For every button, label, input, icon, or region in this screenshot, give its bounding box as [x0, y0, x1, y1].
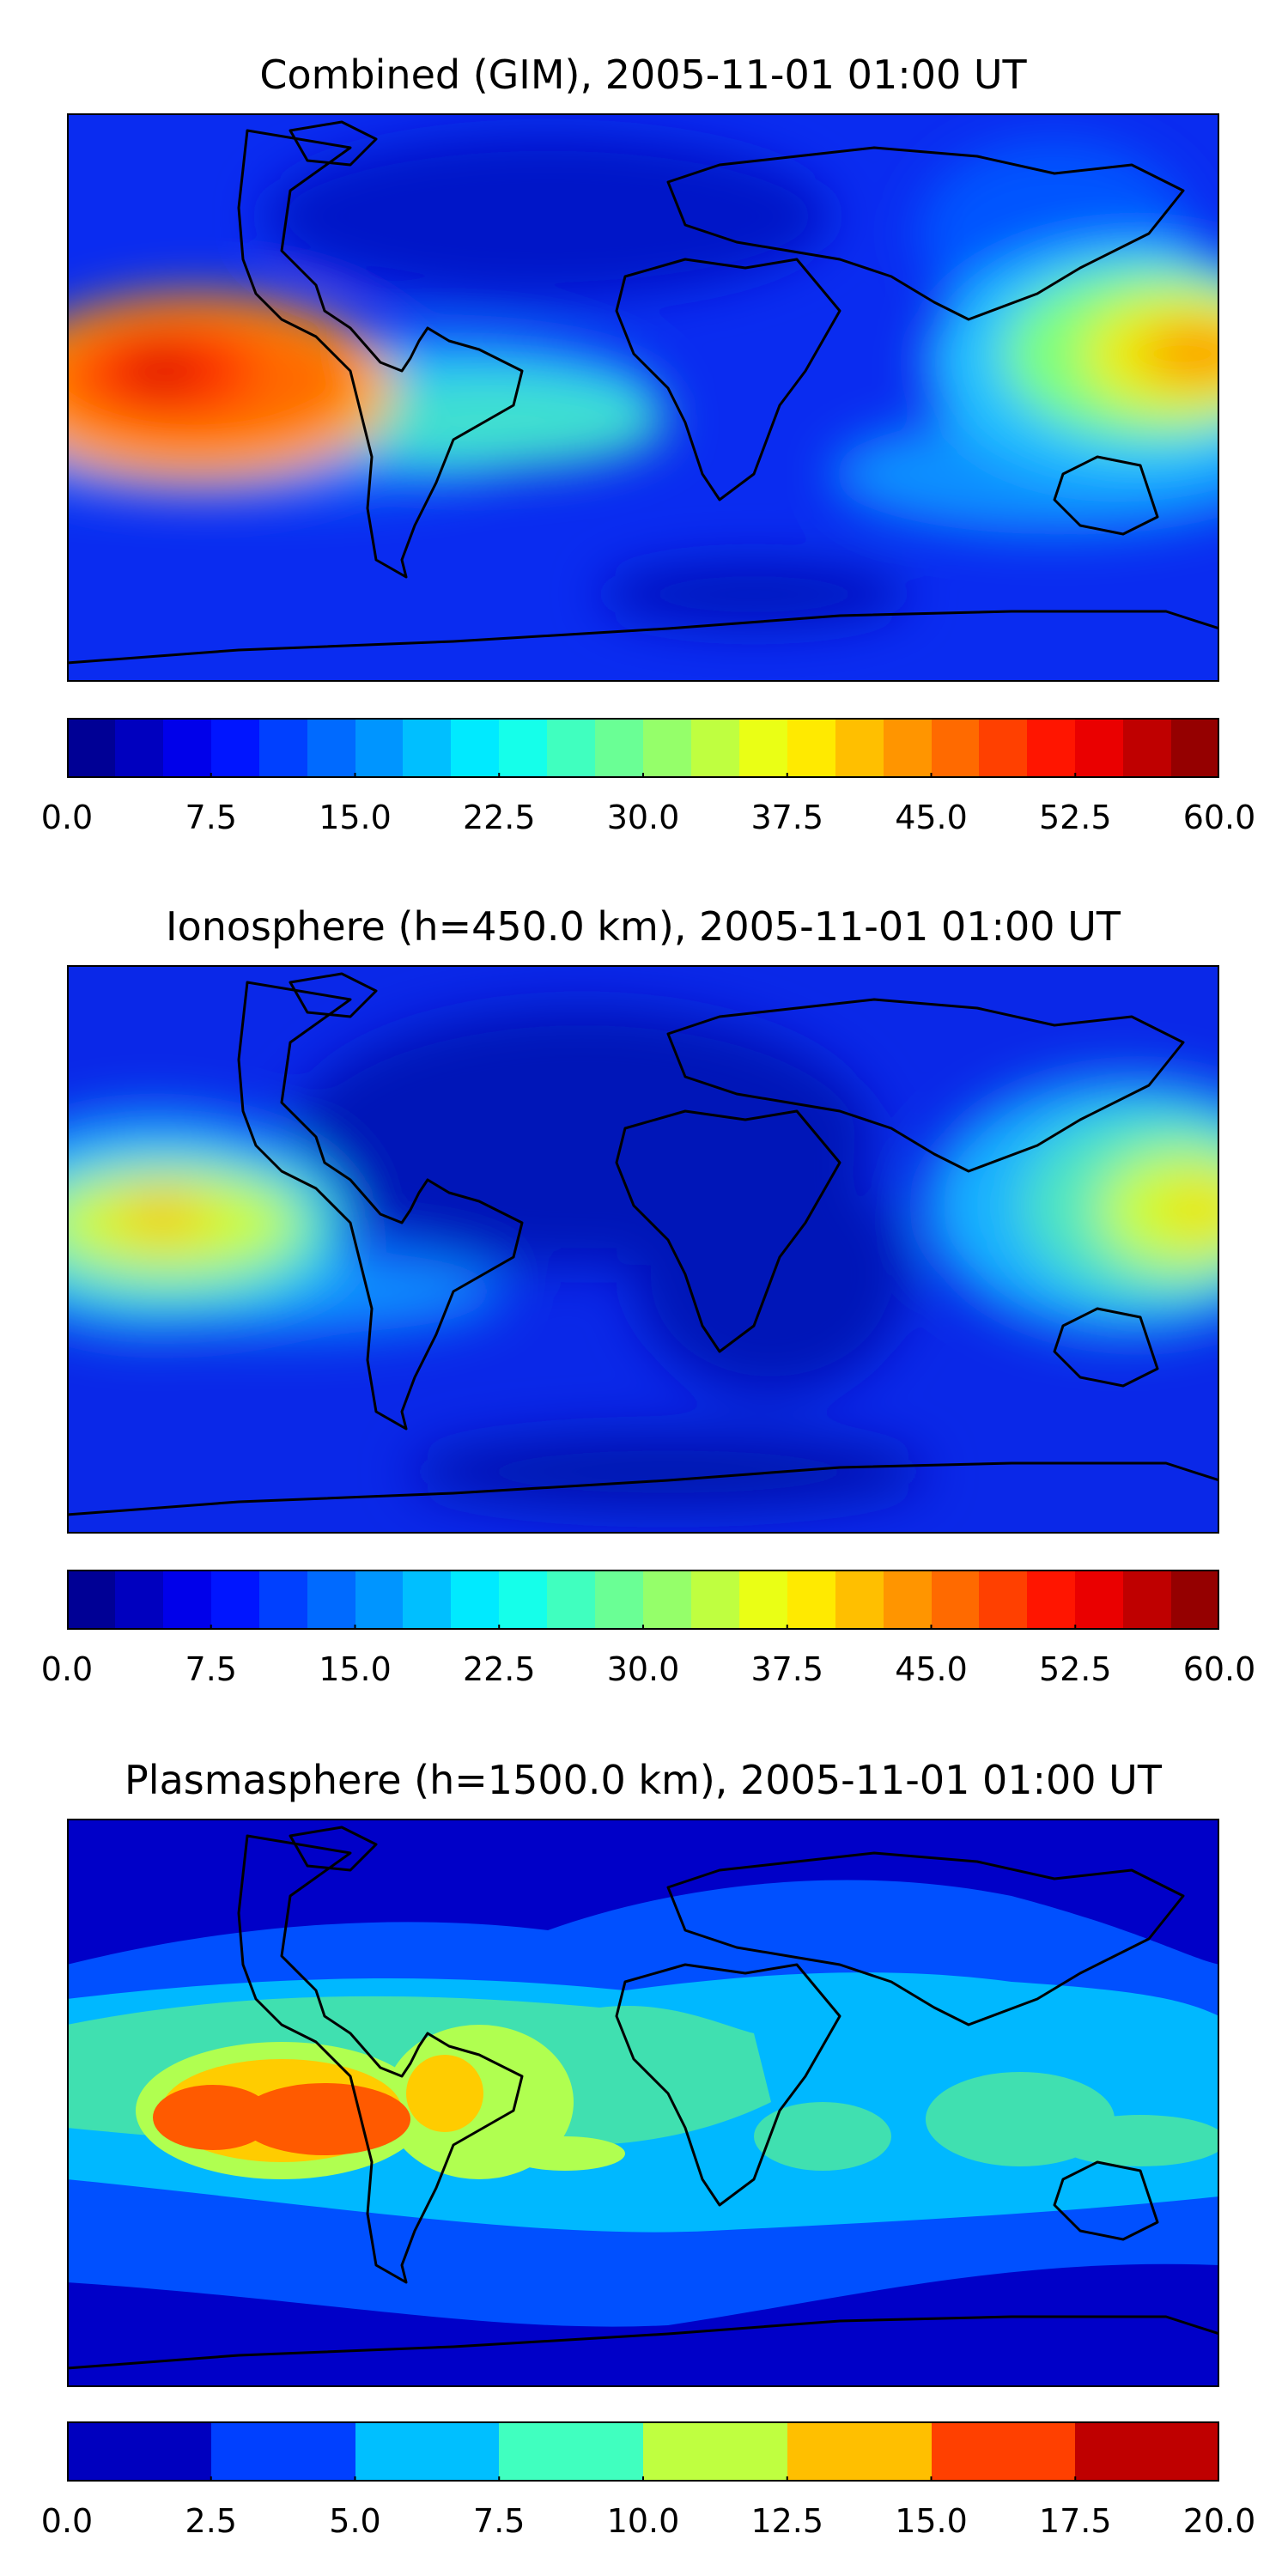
- colorbar-plasmasphere: [67, 2421, 1219, 2482]
- colorbar-segment: [1171, 718, 1219, 778]
- colorbar-segment: [643, 718, 692, 778]
- colorbar-segment: [643, 1570, 692, 1630]
- colorbar-segment: [403, 718, 452, 778]
- colorbar-segment: [932, 2421, 1076, 2482]
- colorbar-tick-label: 0.0: [40, 2502, 94, 2540]
- colorbar-segment: [787, 2421, 933, 2482]
- colorbar-segment: [787, 1570, 836, 1630]
- colorbar-segment: [355, 2421, 500, 2482]
- colorbar-tick-label: 37.5: [750, 1650, 824, 1688]
- colorbar-segment: [211, 718, 260, 778]
- colorbar-segment: [787, 718, 836, 778]
- colorbar-tick-label: 22.5: [462, 799, 536, 836]
- colorbar-segment: [1171, 1570, 1219, 1630]
- colorbar-tick-label: 10.0: [606, 2502, 680, 2540]
- colorbar-tick-label: 60.0: [1182, 1650, 1256, 1688]
- colorbar-segment: [307, 1570, 356, 1630]
- panel-title-plasmasphere: Plasmasphere (h=1500.0 km), 2005-11-01 0…: [125, 1757, 1162, 1803]
- colorbar-segment: [403, 1570, 452, 1630]
- colorbar-segment: [355, 1570, 404, 1630]
- colorbar-tick-label: 60.0: [1182, 799, 1256, 836]
- colorbar-segment: [163, 718, 212, 778]
- colorbar-segment: [932, 718, 980, 778]
- colorbar-segment: [1075, 1570, 1124, 1630]
- colorbar-segment: [884, 1570, 933, 1630]
- colorbar-segment: [355, 718, 404, 778]
- panel-title-ionosphere: Ionosphere (h=450.0 km), 2005-11-01 01:0…: [166, 903, 1121, 950]
- colorbar-tick-label: 12.5: [750, 2502, 824, 2540]
- colorbar-combined: [67, 718, 1219, 778]
- colorbar-segment: [643, 2421, 788, 2482]
- colorbar-segment: [835, 1570, 884, 1630]
- colorbar-segment: [739, 1570, 788, 1630]
- colorbar-segment: [932, 1570, 980, 1630]
- colorbar-segment: [163, 1570, 212, 1630]
- colorbar-tick-label: 52.5: [1038, 1650, 1112, 1688]
- colorbar-tick-label: 30.0: [606, 1650, 680, 1688]
- colorbar-segment: [67, 1570, 116, 1630]
- colorbar-segment: [499, 2421, 644, 2482]
- colorbar-tick-label: 45.0: [895, 1650, 968, 1688]
- colorbar-segment: [259, 718, 308, 778]
- colorbar-segment: [67, 718, 116, 778]
- panel-title-combined: Combined (GIM), 2005-11-01 01:00 UT: [259, 52, 1027, 98]
- colorbar-tick-label: 22.5: [462, 1650, 536, 1688]
- colorbar-segment: [115, 718, 164, 778]
- colorbar-segment: [115, 1570, 164, 1630]
- colorbar-segment: [884, 718, 933, 778]
- map-ionosphere: [67, 965, 1219, 1534]
- colorbar-segment: [547, 1570, 596, 1630]
- map-plasmasphere: [67, 1819, 1219, 2387]
- colorbar-tick-label: 0.0: [40, 1650, 94, 1688]
- colorbar-tick-label: 0.0: [40, 799, 94, 836]
- map-combined: [67, 113, 1219, 682]
- colorbar-tick-label: 7.5: [185, 799, 237, 836]
- colorbar-segment: [211, 2421, 356, 2482]
- colorbar-segment: [595, 718, 644, 778]
- colorbar-tick-label: 2.5: [185, 2502, 237, 2540]
- colorbar-segment: [547, 718, 596, 778]
- colorbar-segment: [835, 718, 884, 778]
- colorbar-segment: [1123, 718, 1172, 778]
- colorbar-tick-label: 37.5: [750, 799, 824, 836]
- colorbar-segment: [1075, 2421, 1219, 2482]
- colorbar-segment: [259, 1570, 308, 1630]
- colorbar-segment: [595, 1570, 644, 1630]
- colorbar-segment: [67, 2421, 212, 2482]
- colorbar-segment: [211, 1570, 260, 1630]
- colorbar-segment: [979, 1570, 1028, 1630]
- colorbar-segment: [979, 718, 1028, 778]
- colorbar-tick-label: 5.0: [329, 2502, 381, 2540]
- colorbar-segment: [451, 718, 500, 778]
- colorbar-segment: [739, 718, 788, 778]
- colorbar-segment: [307, 718, 356, 778]
- colorbar-tick-label: 20.0: [1182, 2502, 1256, 2540]
- colorbar-tick-label: 15.0: [895, 2502, 968, 2540]
- colorbar-tick-label: 15.0: [319, 1650, 392, 1688]
- colorbar-segment: [1075, 718, 1124, 778]
- colorbar-segment: [451, 1570, 500, 1630]
- colorbar-segment: [499, 1570, 548, 1630]
- colorbar-ionosphere: [67, 1570, 1219, 1630]
- colorbar-segment: [499, 718, 548, 778]
- colorbar-tick-label: 30.0: [606, 799, 680, 836]
- colorbar-tick-label: 17.5: [1038, 2502, 1112, 2540]
- colorbar-tick-label: 52.5: [1038, 799, 1112, 836]
- colorbar-tick-label: 7.5: [473, 2502, 526, 2540]
- colorbar-tick-label: 45.0: [895, 799, 968, 836]
- colorbar-segment: [691, 1570, 740, 1630]
- colorbar-tick-label: 7.5: [185, 1650, 237, 1688]
- colorbar-segment: [1123, 1570, 1172, 1630]
- colorbar-tick-label: 15.0: [319, 799, 392, 836]
- colorbar-segment: [1027, 1570, 1076, 1630]
- colorbar-segment: [691, 718, 740, 778]
- colorbar-segment: [1027, 718, 1076, 778]
